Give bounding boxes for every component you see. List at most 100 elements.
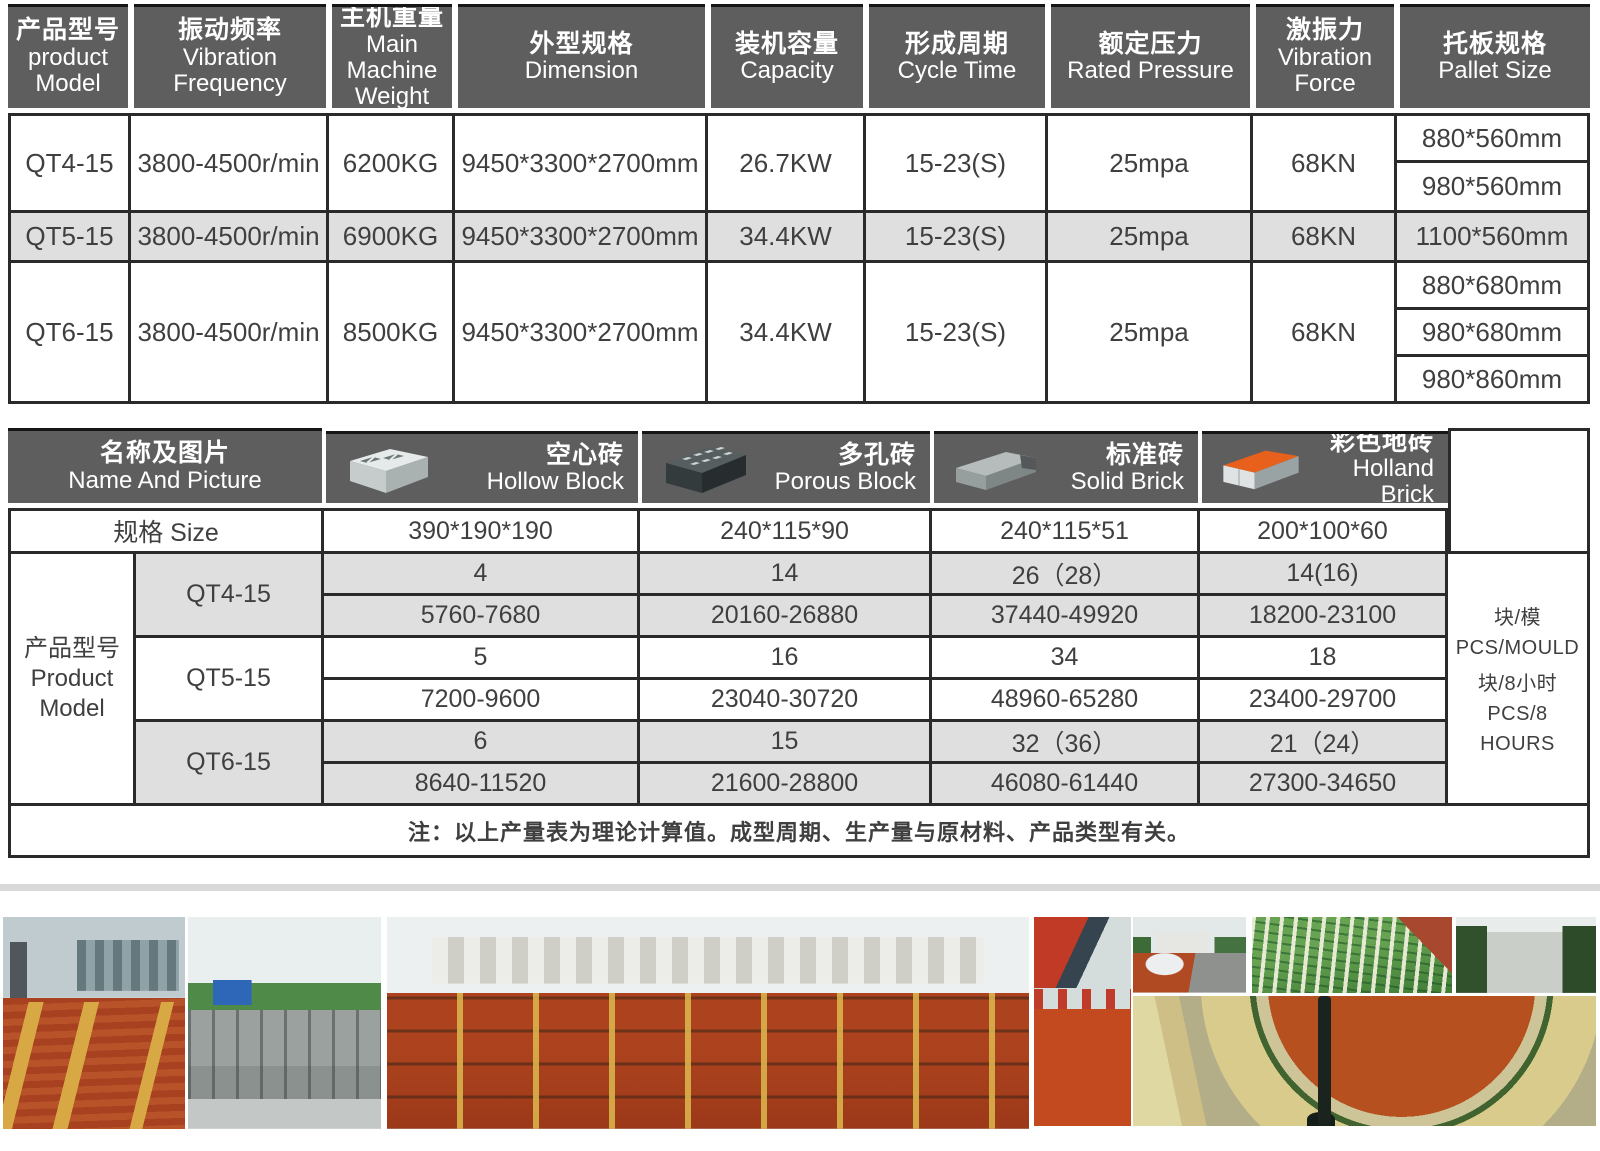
header-en: Vibration Force <box>1277 43 1373 98</box>
section-divider <box>0 884 1600 891</box>
cell-qt4-hollow-mould: 4 <box>324 554 640 596</box>
cell-qt6-holland-8h: 27300-34650 <box>1200 764 1448 806</box>
spec-header-force: 激振力 Vibration Force <box>1253 4 1397 113</box>
header-zh: 彩色地砖 <box>1329 431 1434 457</box>
photo-red-paved-square-with-building <box>387 917 1029 1129</box>
cell-qt6-force: 68KN <box>1253 263 1397 404</box>
unit-line: PCS/8 <box>1487 703 1548 725</box>
machine-spec-table: 产品型号 product Model 振动频率 Vibration Frequenc… <box>8 4 1590 404</box>
cell-qt4-dimension: 9450*3300*2700mm <box>455 113 708 213</box>
cell-qt4-pallet-1: 880*560mm <box>1397 113 1590 163</box>
row-note: 注：以上产量表为理论计算值。成型周期、生产量与原材料、产品类型有关。 <box>8 806 1590 858</box>
header-en: Dimension <box>524 57 639 85</box>
cell-qt4-hollow-8h: 5760-7680 <box>324 596 640 638</box>
header-zh: 主机重量 <box>339 4 444 32</box>
header-en: product Model <box>27 43 109 98</box>
cell-qt5-hollow-8h: 7200-9600 <box>324 680 640 722</box>
unit-line: 块/8小时 <box>1477 673 1558 695</box>
output-header-porous-block: 多孔砖 Porous Block <box>640 428 932 508</box>
cell-qt5-holland-8h: 23400-29700 <box>1200 680 1448 722</box>
cell-size-label: 规格 Size <box>8 508 324 554</box>
cell-size-porous: 240*115*90 <box>640 508 932 554</box>
row-qt5-per-8h: 7200-9600 23040-30720 48960-65280 23400-… <box>8 680 1590 722</box>
photo-grass-grid-pavers <box>1252 917 1452 993</box>
cell-qt5-hollow-mould: 5 <box>324 638 640 680</box>
header-en: Solid Brick <box>1070 468 1184 496</box>
photo-curved-color-paving-lamppost <box>1133 996 1596 1126</box>
cell-qt4-model: QT4-15 <box>8 113 131 213</box>
header-zh: 振动频率 <box>177 16 282 45</box>
row-qt4-per-8h: 5760-7680 20160-26880 37440-49920 18200-… <box>8 596 1590 638</box>
row-qt5-per-mould: QT5-15 5 16 34 18 <box>8 638 1590 722</box>
cell-qt6-pressure: 25mpa <box>1048 263 1253 404</box>
output-header-solid-brick: 标准砖 Solid Brick <box>932 428 1200 508</box>
cell-qt6-weight: 8500KG <box>329 263 455 404</box>
porous-block-icon <box>666 446 746 493</box>
cell-units: 块/模 PCS/MOULD 块/8小时 PCS/8 HOURS <box>1448 554 1590 806</box>
unit-line: HOURS <box>1480 733 1555 755</box>
cell-qt6-porous-mould: 15 <box>640 722 932 764</box>
row-qt4: QT4-15 3800-4500r/min 6200KG 9450*3300*2… <box>8 113 1590 213</box>
cell-qt6-pallet-2: 980*680mm <box>1397 310 1590 357</box>
cell-qt6-solid-mould: 32（36） <box>932 722 1200 764</box>
header-zh: 额定压力 <box>1098 29 1203 58</box>
header-zh: 空心砖 <box>545 441 624 470</box>
photo-driveway-with-car <box>1133 917 1246 993</box>
header-en: Porous Block <box>774 468 916 496</box>
cell-qt6-holland-mould: 21（24） <box>1200 722 1448 764</box>
cell-qt4-weight: 6200KG <box>329 113 455 213</box>
header-zh: 产品型号 <box>15 16 120 45</box>
row-qt6-pallet2: 980*680mm <box>8 310 1590 357</box>
cell-qt4-holland-mould: 14(16) <box>1200 554 1448 596</box>
spec-header-cycle-time: 形成周期 Cycle Time <box>866 4 1048 113</box>
header-zh: 形成周期 <box>904 29 1009 58</box>
photo-block-stacks-yard <box>188 917 381 1129</box>
cell-qt4-holland-8h: 18200-23100 <box>1200 596 1448 638</box>
spec-header-weight: 主机重量 Main Machine Weight <box>329 4 455 113</box>
header-zh: 外型规格 <box>529 29 634 58</box>
cell-qt4-cycle: 15-23(S) <box>866 113 1048 213</box>
cell-qt6-cycle: 15-23(S) <box>866 263 1048 404</box>
header-zh: 多孔砖 <box>837 441 916 470</box>
output-header-holland-brick: 彩色地砖 Holland Brick <box>1200 428 1448 508</box>
cell-size-solid: 240*115*51 <box>932 508 1200 554</box>
holland-brick-icon <box>1223 450 1299 489</box>
spec-header-dimension: 外型规格 Dimension <box>455 4 708 113</box>
header-zh: 激振力 <box>1285 16 1364 45</box>
header-en: Name And Picture <box>68 466 262 494</box>
cell-qt4-force: 68KN <box>1253 113 1397 213</box>
cell-qt4-capacity: 26.7KW <box>708 113 866 213</box>
cell-qt6-hollow-mould: 6 <box>324 722 640 764</box>
cell-qt4-frequency: 3800-4500r/min <box>131 113 329 213</box>
lamppost <box>1318 996 1332 1126</box>
row-qt6: QT6-15 3800-4500r/min 8500KG 9450*3300*2… <box>8 263 1590 404</box>
row-qt6-pallet3: 980*860mm <box>8 357 1590 404</box>
spec-header-row: 产品型号 product Model 振动频率 Vibration Frequenc… <box>8 4 1590 113</box>
solid-brick-icon <box>956 451 1036 490</box>
cell-product-model-label: 产品型号 Product Model <box>8 554 136 806</box>
cell-qt6-porous-8h: 21600-28800 <box>640 764 932 806</box>
header-en: Rated Pressure <box>1067 57 1234 85</box>
cell-qt4-solid-mould: 26（28） <box>932 554 1200 596</box>
cell-qt5-weight: 6900KG <box>329 213 455 263</box>
header-en: Capacity <box>740 57 834 85</box>
header-zh: 装机容量 <box>734 29 839 58</box>
photo-red-brick-plaza-with-sculpture <box>3 917 185 1129</box>
unit-line: 块/模 <box>1493 607 1542 629</box>
cell-qt5-solid-8h: 48960-65280 <box>932 680 1200 722</box>
cell-qt4-solid-8h: 37440-49920 <box>932 596 1200 638</box>
spec-header-capacity: 装机容量 Capacity <box>708 4 866 113</box>
cell-qt5-holland-mould: 18 <box>1200 638 1448 680</box>
cell-size-holland: 200*100*60 <box>1200 508 1448 554</box>
cell-qt5-capacity: 34.4KW <box>708 213 866 263</box>
cell-qt4-porous-8h: 20160-26880 <box>640 596 932 638</box>
model-label-en: Product Model <box>30 664 114 722</box>
photo-strip <box>0 891 1600 1143</box>
cell-qt4-pallet-2: 980*560mm <box>1397 163 1590 213</box>
output-header-name: 名称及图片 Name And Picture <box>8 428 324 508</box>
cell-out-qt4-model: QT4-15 <box>136 554 324 638</box>
cell-qt5-pressure: 25mpa <box>1048 213 1253 263</box>
output-header-empty-corner <box>1448 428 1590 554</box>
row-qt6-per-8h: 8640-11520 21600-28800 46080-61440 27300… <box>8 764 1590 806</box>
header-en: Main Machine Weight <box>346 30 438 108</box>
